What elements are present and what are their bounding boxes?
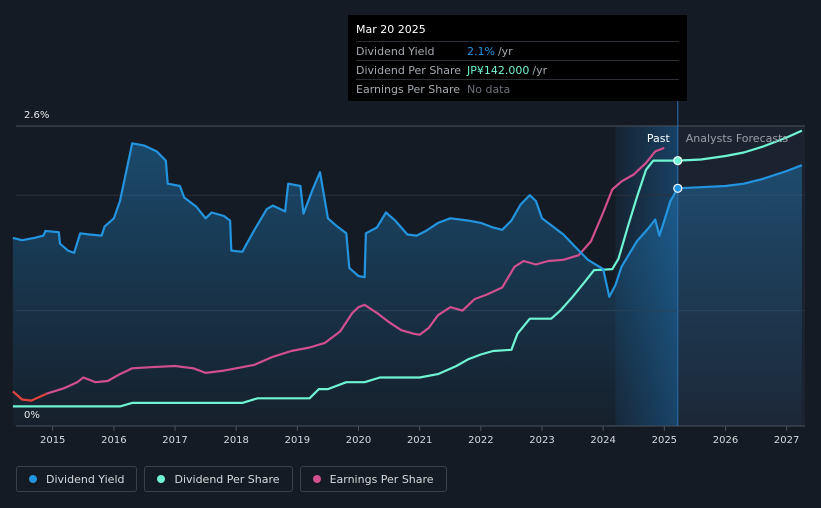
x-tick-label: 2016 (101, 435, 126, 446)
tooltip-marker-yield (673, 183, 683, 193)
x-tick-label: 2020 (346, 435, 371, 446)
legend-dot-icon (29, 475, 37, 483)
tooltip-row-unit: /yr (532, 64, 548, 77)
y-tick-label-bottom: 0% (24, 410, 40, 421)
y-tick-label-top: 2.6% (24, 110, 49, 121)
legend-item-dividend-yield[interactable]: Dividend Yield (16, 466, 138, 492)
x-tick-label: 2015 (40, 435, 65, 446)
tooltip-row-name: Earnings Per Share (356, 83, 461, 96)
tooltip: Mar 20 2025 Dividend Yield 2.1% /yr Divi… (348, 15, 687, 101)
series-line-dividend-yield (12, 142, 803, 298)
legend-label: Earnings Per Share (329, 472, 434, 486)
x-tick-label: 2025 (652, 435, 677, 446)
legend-dot-icon (312, 475, 321, 483)
tooltip-row-dividend-yield: Dividend Yield 2.1% /yr (356, 41, 679, 60)
legend: Dividend Yield Dividend Per Share Earnin… (16, 466, 447, 492)
x-tick-label: 2023 (529, 435, 554, 446)
x-tick-label: 2017 (162, 435, 187, 446)
tooltip-marker-dps (673, 156, 683, 166)
legend-dot-icon (157, 475, 166, 483)
legend-item-dividend-per-share[interactable]: Dividend Per Share (144, 466, 293, 492)
legend-label: Dividend Yield (46, 472, 125, 486)
analysts-forecasts-label: Analysts Forecasts (686, 132, 789, 145)
series-line-earnings-per-share (46, 146, 665, 395)
past-label: Past (647, 132, 671, 145)
tooltip-date: Mar 20 2025 (356, 23, 426, 36)
tooltip-row-dividend-per-share: Dividend Per Share JP¥142.000 /yr (356, 60, 679, 79)
series-line-dividend-per-share (12, 129, 803, 408)
tooltip-row-name: Dividend Yield (356, 45, 435, 58)
tooltip-row-value: JP¥142.000 (467, 64, 530, 77)
tooltip-markers (673, 156, 683, 193)
x-tick-label: 2021 (407, 435, 432, 446)
legend-item-earnings-per-share[interactable]: Earnings Per Share (299, 466, 447, 492)
x-tick-label: 2019 (285, 435, 310, 446)
x-tick-label: 2024 (590, 435, 615, 446)
legend-label: Dividend Per Share (174, 472, 280, 486)
tooltip-row-value: No data (467, 83, 511, 96)
x-tick-label: 2022 (468, 435, 493, 446)
series-line-eps-early (12, 390, 48, 402)
series-lines (12, 129, 803, 408)
x-axis-ticks: 2015 2016 2017 2018 2019 2020 2021 2022 2023 2024… (40, 426, 799, 446)
tooltip-row-name: Dividend Per Share (356, 64, 462, 77)
x-tick-label: 2026 (713, 435, 738, 446)
x-tick-label: 2027 (774, 435, 799, 446)
x-tick-label: 2018 (223, 435, 248, 446)
tooltip-row-value: 2.1% (467, 45, 495, 58)
tooltip-row-unit: /yr (497, 45, 513, 58)
tooltip-row-earnings-per-share: Earnings Per Share No data (356, 79, 679, 98)
